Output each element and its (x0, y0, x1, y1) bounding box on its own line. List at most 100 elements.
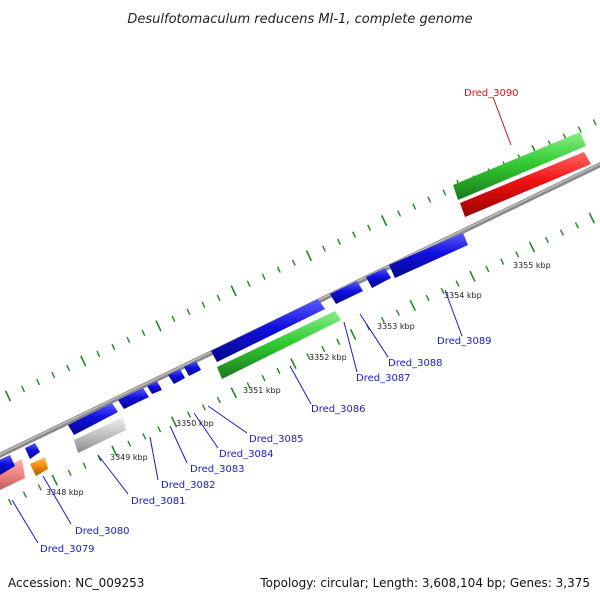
gene-blue-h[interactable] (211, 299, 325, 362)
tick-mark (186, 308, 191, 315)
tick-mark (412, 203, 417, 210)
tick-mark (36, 378, 41, 386)
tick-mark (440, 287, 445, 295)
tick-mark (500, 258, 505, 265)
tick-mark (230, 285, 237, 297)
kbp-label: 3352 kbp (309, 353, 347, 362)
gene-blue-f[interactable] (168, 369, 185, 384)
gene-orange[interactable] (30, 457, 48, 476)
kbp-label: 3350 kbp (176, 419, 214, 428)
gene-dred-3090[interactable] (460, 152, 591, 217)
tick-mark (201, 404, 206, 411)
tick-mark (577, 126, 582, 133)
gene-green-large[interactable] (453, 132, 586, 200)
tick-mark (261, 273, 266, 280)
gene-label-dred-3081[interactable]: Dred_3081 (131, 496, 186, 507)
tick-mark (425, 294, 430, 302)
gene-label-dred-3082[interactable]: Dred_3082 (161, 480, 216, 491)
kbp-label: 3351 kbp (243, 386, 281, 395)
tick-mark (349, 328, 357, 341)
tick-mark (291, 259, 296, 266)
tick-mark (80, 355, 87, 367)
tick-mark (380, 316, 385, 324)
gene-gray[interactable] (74, 417, 126, 453)
tick-mark (186, 411, 192, 418)
gene-blue-c[interactable] (68, 403, 118, 435)
tick-mark (485, 265, 490, 273)
gene-label-dred-3087[interactable]: Dred_3087 (356, 373, 411, 384)
tick-mark (66, 364, 71, 372)
tick-mark (171, 315, 176, 322)
tick-mark (528, 241, 536, 253)
tick-mark (51, 371, 56, 379)
gene-blue-i[interactable] (330, 281, 363, 304)
tick-mark (306, 353, 311, 360)
gene-blue-d[interactable] (118, 388, 149, 409)
tick-mark (395, 309, 400, 316)
tick-mark (201, 301, 206, 308)
tick-mark (141, 329, 146, 337)
tick-mark (380, 215, 388, 227)
tick-mark (427, 196, 432, 203)
gene-blue-k[interactable] (389, 233, 468, 278)
kbp-labels: 3348 kbp 3349 kbp 3350 kbp 3351 kbp 3352… (46, 261, 551, 497)
gene-label-dred-3089[interactable]: Dred_3089 (437, 336, 492, 347)
tick-mark (515, 251, 520, 258)
gene-labels: Dred_3079 Dred_3080 Dred_3081 Dred_3082 … (40, 88, 519, 555)
gene-label-dred-3079[interactable]: Dred_3079 (40, 544, 95, 555)
tick-mark (276, 266, 281, 273)
tick-mark (7, 498, 13, 506)
gene-blue-g[interactable] (184, 361, 201, 376)
gene-label-dred-3090[interactable]: Dred_3090 (464, 88, 519, 99)
tick-mark (544, 236, 550, 244)
tick-mark (588, 212, 596, 224)
tick-mark (321, 245, 326, 252)
gene-label-dred-3088[interactable]: Dred_3088 (388, 358, 443, 369)
tick-mark (559, 229, 565, 236)
tick-mark (216, 396, 221, 404)
gene-label-dred-3083[interactable]: Dred_3083 (190, 464, 245, 475)
tick-mark (352, 231, 357, 238)
tick-mark (336, 238, 341, 245)
genes (0, 132, 591, 491)
tick-mark (82, 462, 87, 469)
kbp-label: 3354 kbp (444, 291, 482, 300)
tick-mark (22, 491, 27, 498)
gene-blue-e[interactable] (147, 381, 162, 394)
tick-mark (170, 416, 178, 428)
gene-blue-a[interactable] (0, 455, 15, 475)
tick-mark (261, 374, 266, 382)
tick-mark (290, 358, 297, 370)
tick-mark (469, 270, 476, 282)
gene-label-dred-3080[interactable]: Dred_3080 (75, 526, 130, 537)
tick-mark (455, 280, 460, 287)
kbp-label: 3349 kbp (110, 453, 148, 462)
tick-mark (367, 224, 372, 231)
tick-mark (321, 345, 326, 353)
label-leaders (11, 96, 512, 544)
tick-mark (230, 387, 238, 399)
tick-mark (67, 469, 72, 477)
kbp-label: 3348 kbp (46, 488, 84, 497)
tick-mark (111, 445, 118, 457)
map-title: Desulfotomaculum reducens MI-1, complete… (127, 12, 472, 27)
tick-mark (51, 474, 59, 486)
gene-label-dred-3086[interactable]: Dred_3086 (311, 404, 366, 415)
tick-mark (246, 280, 251, 287)
gene-label-dred-3085[interactable]: Dred_3085 (249, 434, 304, 445)
gene-green-small[interactable] (217, 311, 341, 379)
tick-mark (397, 210, 402, 217)
tick-mark (336, 338, 341, 346)
tick-mark (21, 385, 26, 393)
tick-mark (127, 440, 132, 447)
gene-label-dred-3084[interactable]: Dred_3084 (219, 449, 274, 460)
summary-text: Topology: circular; Length: 3,608,104 bp… (259, 576, 590, 590)
tick-mark (37, 484, 42, 491)
tick-mark (305, 250, 313, 262)
tick-mark (592, 119, 597, 126)
tick-mark (574, 222, 579, 229)
gene-blue-b[interactable] (25, 443, 40, 459)
tick-mark (96, 350, 101, 358)
gene-blue-j[interactable] (366, 268, 391, 288)
